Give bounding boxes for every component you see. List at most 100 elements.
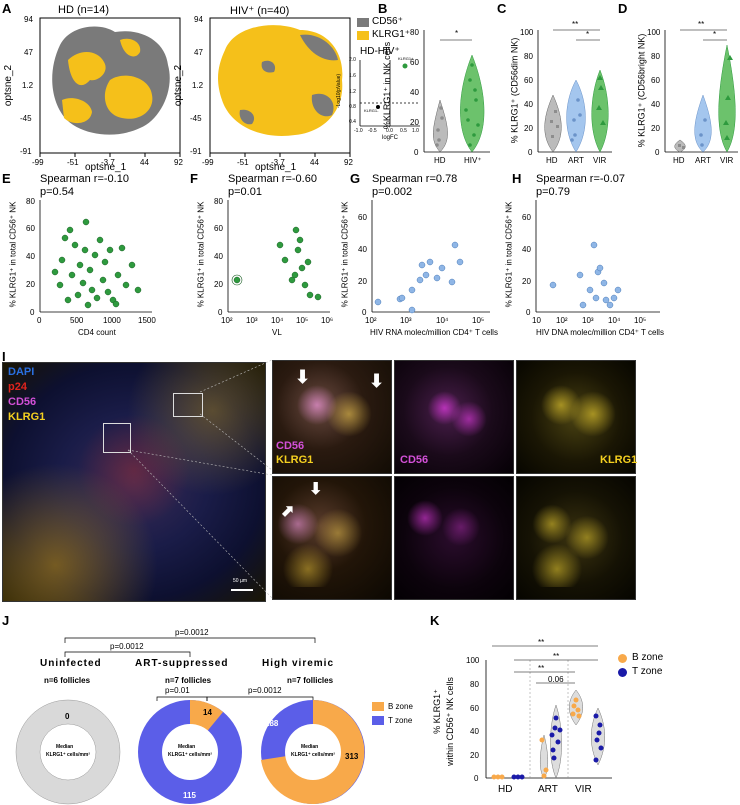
- panel-k-ytick: 100: [466, 656, 480, 665]
- panel-f-ytick: 60: [214, 224, 223, 233]
- micro-overview: 50 µm: [2, 362, 266, 602]
- panel-g-xtick: 10²: [365, 316, 377, 325]
- volcano-xtick: 1.0: [412, 128, 419, 134]
- volcano-xtick: 0.0: [386, 128, 393, 134]
- panel-k-ylabel-2: within CD56⁺ NK cells: [444, 677, 455, 766]
- panel-label-e: E: [2, 171, 11, 186]
- panel-c-ytick: 60: [524, 76, 533, 85]
- tsne-plots: [39, 17, 351, 157]
- tsne-hd-title: HD (n=14): [58, 4, 110, 16]
- donut-viremic-b-value: 313: [345, 752, 359, 761]
- tsne-hiv-xtick: -99: [202, 158, 214, 167]
- micro-cd56-2-cells: [405, 497, 485, 557]
- panel-e-ytick: 40: [26, 252, 35, 261]
- donut-art-t-value: 115: [183, 791, 196, 800]
- panel-d-ytick: 100: [647, 28, 661, 37]
- micro-overview-signal: [3, 363, 265, 601]
- panel-k-sig-2: **: [553, 652, 560, 661]
- group-viremic-n: n=7 follicles: [287, 676, 334, 685]
- micro-zoom-box-2: [103, 423, 131, 453]
- micro-merge-2: ⬇ ⬈: [272, 476, 392, 600]
- panel-e-ytick: 60: [26, 224, 35, 233]
- tsne-hd-xtick: -3.7: [101, 158, 115, 167]
- group-art-title: ART-suppressed: [135, 658, 229, 669]
- panel-k-xcat: VIR: [575, 784, 592, 795]
- tsne-hiv-cloud: [218, 25, 343, 136]
- panel-b-ytick: 60: [410, 58, 419, 67]
- volcano-xtick: -0.5: [368, 128, 377, 134]
- volcano-ytick: 1.6: [349, 73, 356, 79]
- panel-g-ytick: 20: [358, 277, 367, 286]
- panel-b-plot: [423, 30, 490, 153]
- panel-k-legend-t-dot: [618, 668, 627, 677]
- micro-klrg1-2: [516, 476, 636, 600]
- panel-b-xcat: HIV⁺: [464, 156, 482, 165]
- panel-k-xcat: ART: [538, 784, 558, 795]
- arrow-down-icon: ⬇: [295, 367, 311, 387]
- tsne-hd-xtick: -99: [32, 158, 44, 167]
- donut-viremic: [261, 700, 365, 804]
- micro-zoom-box-1: [173, 393, 203, 417]
- panel-k-legend-t: T zone: [632, 666, 663, 677]
- panel-d-ytick: 20: [651, 124, 660, 133]
- panel-b-xcat: HD: [434, 156, 446, 165]
- panel-d-ytick: 40: [651, 100, 660, 109]
- panel-label-b: B: [378, 1, 388, 16]
- arrow-down-icon: ⬇: [309, 481, 323, 498]
- panel-f-stat: Spearman r=-0.60: [228, 173, 317, 185]
- donut-art-median: Median: [178, 744, 196, 750]
- volcano-klrg1-pos-point: [402, 63, 408, 69]
- panel-k-ylabel-1: % KLRG1⁺: [431, 689, 442, 734]
- panel-d-xcat: VIR: [720, 156, 734, 165]
- micro-merge-klrg1-label: KLRG1: [276, 454, 314, 466]
- donut-art-unit: KLRG1⁺ cells/mm²: [168, 752, 213, 758]
- panel-label-i: I: [2, 349, 6, 364]
- panel-e-xtick: 1000: [103, 316, 121, 325]
- panel-k-legend-b: B zone: [632, 652, 664, 663]
- legend-klrg1-label: KLRG1⁺: [372, 29, 411, 40]
- panel-g-xtick: 10⁵: [472, 316, 485, 325]
- panel-d-ytick: 60: [651, 76, 660, 85]
- group-art-n: n=7 follicles: [165, 676, 212, 685]
- panel-k-ytick: 40: [470, 727, 479, 736]
- panel-h-xtick: 10: [532, 316, 541, 325]
- panel-e-ytick: 20: [26, 280, 35, 289]
- tsne-hd-ytick: 47: [24, 48, 33, 57]
- donut-viremic-unit: KLRG1⁺ cells/mm²: [291, 752, 336, 758]
- panel-k-sig-4: 0.06: [548, 675, 564, 684]
- legend-cd56-label: CD56⁺: [372, 16, 403, 27]
- panel-g-ytick: 0: [362, 308, 367, 317]
- micro-cd56-label: CD56: [8, 396, 37, 408]
- tsne-hiv-ytick: -45: [190, 114, 202, 123]
- panel-label-j: J: [2, 613, 10, 628]
- panel-k-ytick: 80: [470, 680, 479, 689]
- micro-merge-1: ⬇ ⬇: [272, 360, 392, 474]
- panel-j-legend-b: B zone: [388, 702, 413, 711]
- micro-cd56-channel-label: CD56: [400, 454, 429, 466]
- panel-e-points: [51, 218, 142, 309]
- panel-label-h: H: [512, 171, 522, 186]
- volcano-plot: [359, 60, 420, 127]
- panel-d-xcat: HD: [673, 156, 685, 165]
- volcano-pt1-label: KLRG1+: [398, 56, 414, 61]
- panel-g-ytick: 60: [358, 213, 367, 222]
- micro-merge-2-cells: [278, 497, 378, 587]
- panel-e-xtick: 500: [70, 316, 84, 325]
- panel-h-xtick: 10³: [582, 316, 594, 325]
- panel-h-xtick: 10⁵: [634, 316, 647, 325]
- group-uninfected-n: n=6 follicles: [44, 676, 91, 685]
- micro-cd56-1-cells: [420, 386, 490, 441]
- panel-label-k: K: [430, 613, 440, 628]
- panel-c-ytick: 100: [520, 28, 534, 37]
- group-uninfected-title: Uninfected: [40, 658, 102, 669]
- panel-g-xtick: 10³: [400, 316, 412, 325]
- micro-cd56-1: [394, 360, 514, 474]
- tsne-hd-ytick: 94: [24, 15, 33, 24]
- panel-h-p: p=0.79: [536, 186, 570, 198]
- panel-j-p-right: p=0.0012: [248, 686, 282, 695]
- panel-k-sig-1: **: [538, 638, 545, 647]
- panel-j-p-top: p=0.0012: [175, 628, 209, 637]
- tsne-hd-xtick: -51: [67, 158, 79, 167]
